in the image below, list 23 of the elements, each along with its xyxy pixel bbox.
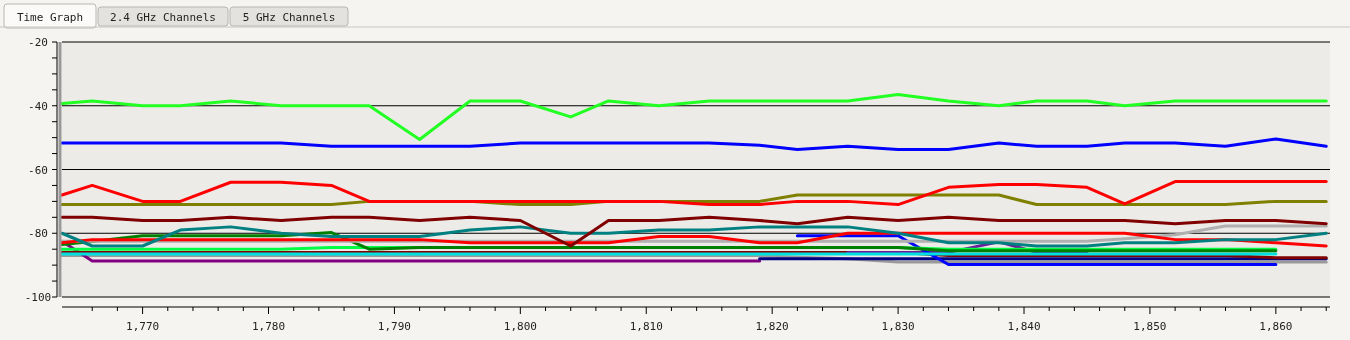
- x-tick-label: 1,820: [755, 320, 789, 333]
- x-tick-label: 1,830: [881, 320, 915, 333]
- line-series: [60, 180, 1328, 207]
- line-series: [60, 231, 1328, 248]
- x-tick-label: 1,860: [1259, 320, 1293, 333]
- y-tick-label: -60: [28, 163, 48, 177]
- x-tick-label: 1,780: [251, 320, 286, 333]
- x-tick-label: 1,790: [377, 320, 411, 333]
- line-series: [60, 225, 1328, 248]
- line-series: [60, 137, 1328, 151]
- y-tick-label: -80: [28, 227, 48, 241]
- tab-strip: Time Graph 2.4 GHz Channels 5 GHz Channels: [3, 3, 349, 29]
- x-tick-label: 1,800: [503, 320, 537, 333]
- x-tick-label: 1,770: [126, 320, 160, 333]
- line-series: [60, 215, 1328, 248]
- y-tick-label: -20: [28, 36, 48, 49]
- y-tick-label: -40: [28, 99, 48, 113]
- x-tick-label: 1,840: [1007, 320, 1041, 333]
- line-series: [60, 231, 1278, 253]
- y-tick-label: -100: [24, 291, 52, 304]
- x-tick-label: 1,810: [629, 320, 663, 333]
- line-series: [60, 93, 1328, 142]
- x-tick-label: 1,850: [1133, 320, 1167, 333]
